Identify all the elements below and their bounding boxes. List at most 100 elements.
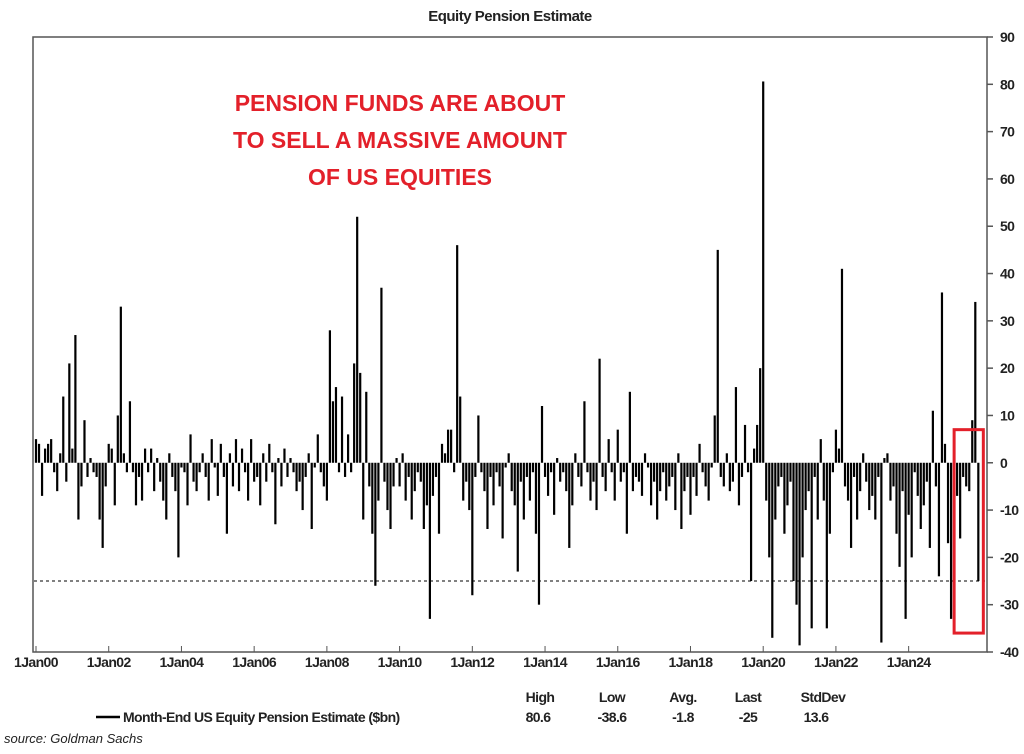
- bar: [901, 462, 904, 492]
- bar: [665, 462, 668, 501]
- bar: [698, 443, 701, 463]
- bar: [83, 420, 86, 463]
- annotation-line-3: OF US EQUITIES: [308, 164, 492, 190]
- bar: [253, 462, 256, 482]
- bar: [568, 462, 571, 548]
- y-tick-label: 0: [1000, 455, 1008, 471]
- bar: [656, 462, 659, 520]
- bar: [404, 462, 407, 501]
- bar: [377, 462, 380, 501]
- bar: [150, 448, 153, 463]
- stat-header-avg: Avg.: [669, 689, 696, 705]
- bar: [734, 387, 738, 463]
- legend-label: Month-End US Equity Pension Estimate ($b…: [123, 709, 400, 725]
- highlight-box: [952, 428, 985, 635]
- bar: [268, 443, 271, 463]
- bar: [965, 462, 968, 487]
- bar: [434, 462, 438, 477]
- bar: [37, 443, 41, 463]
- bar: [592, 462, 595, 482]
- bar: [574, 453, 577, 463]
- bar: [437, 462, 441, 534]
- stat-value-low: -38.6: [598, 709, 628, 725]
- bar: [525, 462, 528, 477]
- bar: [768, 462, 771, 558]
- bar: [646, 462, 650, 468]
- bar: [753, 448, 756, 463]
- bar: [250, 439, 253, 463]
- bar: [110, 448, 113, 463]
- bar: [925, 462, 928, 482]
- bar: [480, 462, 483, 473]
- bar: [934, 462, 938, 487]
- bar: [807, 462, 810, 492]
- bar: [159, 462, 162, 482]
- y-tick-label: -10: [1000, 502, 1019, 518]
- bar: [147, 462, 150, 473]
- bar: [50, 439, 53, 463]
- bar: [686, 462, 689, 477]
- bar: [319, 462, 322, 473]
- bar: [801, 462, 804, 558]
- bar: [198, 462, 201, 473]
- bar: [895, 462, 898, 534]
- bar: [228, 453, 232, 463]
- bar: [834, 429, 838, 463]
- bar: [880, 462, 883, 643]
- bar: [343, 462, 347, 477]
- stat-header-low: Low: [599, 689, 626, 705]
- bar: [959, 462, 962, 539]
- bar: [119, 306, 122, 463]
- bar: [204, 462, 207, 477]
- bar: [410, 462, 413, 520]
- plot-frame: [32, 36, 988, 653]
- bar: [913, 462, 916, 473]
- bar: [849, 462, 853, 548]
- bar: [625, 462, 628, 534]
- bar: [334, 387, 338, 463]
- bar: [383, 462, 386, 482]
- bar: [601, 462, 604, 477]
- annotation-line-2: TO SELL A MASSIVE AMOUNT: [233, 127, 567, 153]
- bar: [298, 462, 301, 482]
- bar: [634, 462, 638, 477]
- bar: [168, 453, 171, 463]
- bar: [756, 424, 759, 463]
- bar: [562, 462, 565, 473]
- stat-header-high: High: [526, 689, 555, 705]
- bar: [107, 443, 110, 463]
- x-tick-label: 1Jan12: [450, 654, 495, 670]
- bar: [380, 287, 383, 463]
- bar: [295, 462, 298, 492]
- bar: [143, 448, 147, 463]
- bar: [610, 462, 613, 473]
- bar: [219, 443, 222, 463]
- bar: [34, 439, 38, 463]
- bar: [413, 462, 416, 492]
- bar: [946, 462, 950, 544]
- bar: [259, 462, 262, 506]
- source-note: source: Goldman Sachs: [4, 731, 143, 746]
- bar: [56, 462, 59, 492]
- y-tick-label: 60: [1000, 171, 1015, 187]
- bar: [401, 453, 404, 463]
- bar: [640, 462, 644, 496]
- bar: [619, 462, 622, 482]
- bar: [749, 462, 753, 582]
- bar: [216, 462, 219, 496]
- bar: [740, 462, 744, 477]
- bar: [62, 396, 65, 463]
- bar: [813, 462, 816, 477]
- bar: [962, 462, 965, 477]
- bar: [898, 462, 901, 567]
- bar: [271, 462, 274, 473]
- bar: [77, 462, 80, 520]
- bar: [489, 462, 492, 477]
- bar: [331, 401, 335, 463]
- bar: [840, 268, 844, 463]
- bar: [468, 462, 471, 511]
- bar: [286, 462, 289, 477]
- bar: [116, 415, 119, 463]
- bar: [225, 462, 228, 534]
- bar: [956, 462, 959, 496]
